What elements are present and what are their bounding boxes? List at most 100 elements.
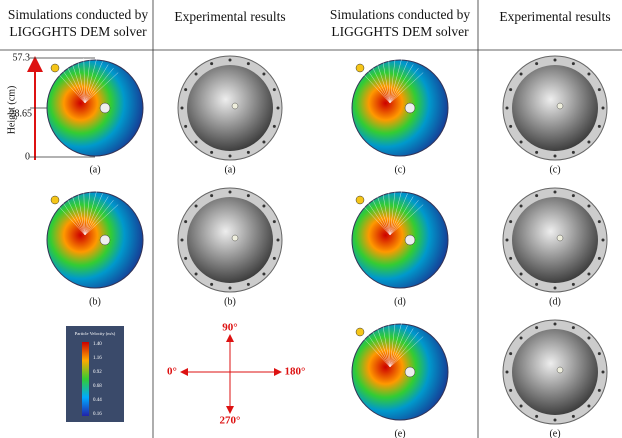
bolt (277, 107, 280, 110)
bolt (506, 239, 509, 242)
panel-label: (e) (394, 428, 405, 438)
bolt (273, 88, 276, 91)
marker (232, 235, 238, 241)
panel-label: (d) (549, 296, 561, 307)
column-header: LIGGGHTS DEM solver (9, 24, 147, 39)
bolt (554, 323, 557, 326)
marker (356, 328, 364, 336)
simulation-image (47, 192, 143, 288)
bolt (210, 194, 213, 197)
marker (232, 103, 238, 109)
bolt (535, 283, 538, 286)
bolt (506, 371, 509, 374)
bolt (535, 62, 538, 65)
colorbar-title: Particle Velocity (m/s) (75, 331, 116, 336)
bolt (277, 239, 280, 242)
bolt (184, 257, 187, 260)
bolt (184, 220, 187, 223)
bolt (587, 337, 590, 340)
bolt (587, 205, 590, 208)
marker (405, 367, 415, 377)
bolt (509, 220, 512, 223)
colorbar-tick: 1.40 (93, 342, 102, 347)
bolt (572, 194, 575, 197)
bolt (520, 205, 523, 208)
compass-label: 270° (220, 415, 241, 427)
bolt (520, 73, 523, 76)
bolt (598, 125, 601, 128)
bolt (535, 194, 538, 197)
column-header: Simulations conducted by (8, 7, 148, 22)
colorbar-tick: 0.16 (93, 412, 102, 417)
marker (100, 235, 110, 245)
bolt (210, 62, 213, 65)
bolt (229, 155, 232, 158)
bolt (535, 326, 538, 329)
bolt (195, 272, 198, 275)
column-header: Experimental results (499, 9, 610, 24)
bolt (509, 88, 512, 91)
bolt (229, 287, 232, 290)
bolt (509, 125, 512, 128)
bolt (598, 257, 601, 260)
bolt (587, 404, 590, 407)
column-header: Experimental results (174, 9, 285, 24)
experiment-image (187, 197, 273, 283)
bolt (598, 352, 601, 355)
panel-label: (d) (394, 296, 406, 307)
bolt (273, 257, 276, 260)
bolt (520, 140, 523, 143)
simulation-image (352, 324, 448, 420)
bolt (572, 326, 575, 329)
bolt (184, 88, 187, 91)
bolt (535, 415, 538, 418)
bolt (554, 191, 557, 194)
bolt (520, 404, 523, 407)
colorbar-tick: 0.44 (93, 398, 102, 403)
bolt (195, 73, 198, 76)
marker (557, 235, 563, 241)
figure: 57.3 28.65 0 Height (cm) Particle Veloci… (0, 0, 622, 438)
bolt (509, 389, 512, 392)
bolt (587, 73, 590, 76)
bolt (572, 151, 575, 154)
experiment-image (512, 65, 598, 151)
marker (356, 64, 364, 72)
panel-label: (c) (549, 164, 560, 175)
marker (51, 64, 59, 72)
bolt (247, 151, 250, 154)
bolt (181, 107, 184, 110)
bolt (554, 155, 557, 158)
bolt (598, 88, 601, 91)
compass-label: 90° (222, 322, 237, 334)
bolt (181, 239, 184, 242)
panel-label: (e) (549, 428, 560, 438)
bolt (247, 62, 250, 65)
marker (557, 367, 563, 373)
bolt (229, 191, 232, 194)
bolt (273, 125, 276, 128)
colorbar-tick: 1.16 (93, 356, 102, 361)
experiment-image (512, 329, 598, 415)
marker (51, 196, 59, 204)
bolt (554, 419, 557, 422)
bolt (554, 287, 557, 290)
bolt (572, 415, 575, 418)
bolt (229, 59, 232, 62)
compass-label: 0° (167, 366, 177, 378)
bolt (598, 220, 601, 223)
bolt (262, 205, 265, 208)
bolt (210, 151, 213, 154)
panel-label: (b) (89, 296, 101, 307)
bolt (195, 205, 198, 208)
height-tick: 57.3 (13, 52, 31, 63)
bolt (572, 283, 575, 286)
column-header: LIGGGHTS DEM solver (331, 24, 469, 39)
simulation-image (47, 60, 143, 156)
bolt (587, 140, 590, 143)
simulation-image (352, 192, 448, 288)
colorbar (82, 342, 89, 416)
bolt (535, 151, 538, 154)
colorbar-tick: 0.68 (93, 384, 102, 389)
panel-label: (b) (224, 296, 236, 307)
